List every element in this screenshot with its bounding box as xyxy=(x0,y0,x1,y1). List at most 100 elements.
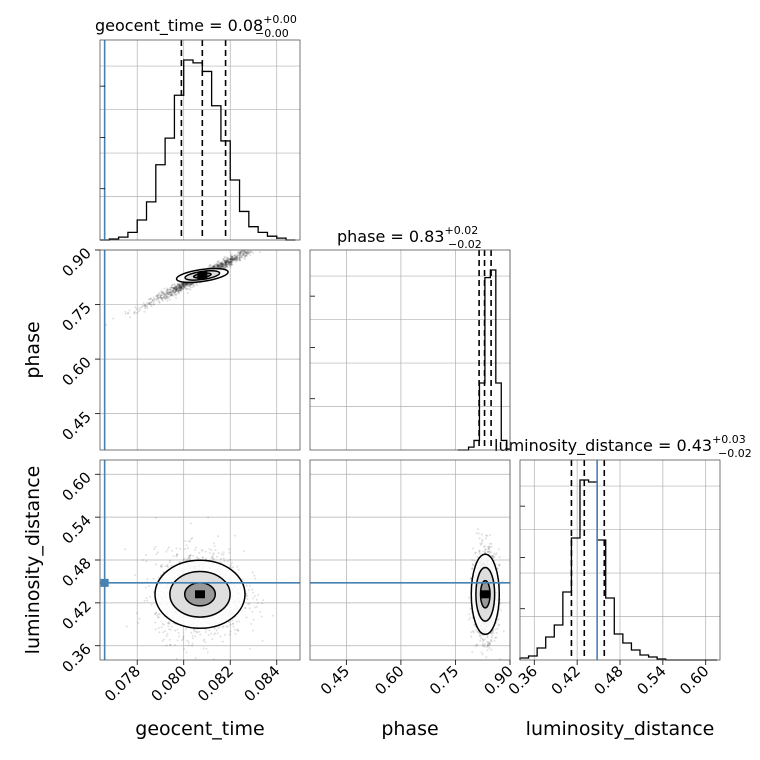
sample-point xyxy=(208,548,211,550)
sample-point xyxy=(231,255,234,258)
sample-point xyxy=(235,253,238,256)
sample-point xyxy=(155,299,158,302)
sample-point xyxy=(239,255,242,258)
hist-panel-phase-grid xyxy=(310,250,511,450)
sample-point xyxy=(219,261,222,264)
sample-point xyxy=(237,250,240,253)
sample-point xyxy=(187,285,190,287)
sample-point xyxy=(243,256,246,259)
sample-point xyxy=(181,288,183,291)
sample-point xyxy=(495,636,498,639)
sample-point xyxy=(236,254,239,257)
sample-point xyxy=(158,293,161,296)
ytick-label-phase-2: 0.75 xyxy=(58,299,94,335)
sample-point xyxy=(248,589,251,591)
sample-point xyxy=(212,265,215,268)
sample-point xyxy=(167,546,170,549)
sample-point xyxy=(150,303,153,306)
title-phase-prefix: phase = xyxy=(337,227,409,246)
sample-point xyxy=(479,634,482,637)
sample-point xyxy=(170,289,173,292)
sample-point xyxy=(164,293,167,295)
sample-point xyxy=(226,260,229,262)
sample-point xyxy=(223,560,226,563)
sample-point xyxy=(189,283,191,286)
sample-point xyxy=(228,261,231,264)
sample-point xyxy=(229,254,232,257)
sample-point xyxy=(245,616,248,619)
sample-point xyxy=(251,588,254,591)
sample-point xyxy=(188,283,191,286)
sample-point xyxy=(138,617,141,620)
sample-point xyxy=(178,635,180,638)
sample-point xyxy=(144,306,147,309)
title-geocent_time-median: 0.08 xyxy=(228,16,264,35)
sample-point xyxy=(242,253,245,256)
sample-point xyxy=(245,254,248,257)
sample-point xyxy=(245,251,248,254)
sample-point xyxy=(173,293,176,295)
sample-point xyxy=(175,289,177,292)
sample-point xyxy=(175,288,178,291)
sample-point xyxy=(223,261,226,264)
title-geocent_time-minus: −0.00 xyxy=(255,27,289,40)
sample-point xyxy=(165,635,168,638)
sample-point xyxy=(229,257,232,260)
sample-point xyxy=(230,260,233,263)
sample-point xyxy=(232,258,235,261)
sample-point xyxy=(125,625,128,628)
sample-point xyxy=(184,282,187,285)
sample-point xyxy=(180,285,183,288)
sample-point xyxy=(488,641,490,644)
sample-point xyxy=(245,254,248,257)
sample-point xyxy=(175,296,177,299)
sample-point xyxy=(154,628,157,631)
sample-point xyxy=(183,283,186,286)
sample-point xyxy=(146,599,149,602)
sample-point xyxy=(143,303,146,306)
sample-point xyxy=(492,556,495,559)
sample-point xyxy=(155,563,157,566)
sample-point xyxy=(244,251,246,254)
sample-point xyxy=(217,627,220,630)
sample-point xyxy=(178,286,181,289)
sample-point xyxy=(180,287,183,290)
sample-point xyxy=(177,289,180,292)
sample-point xyxy=(490,542,493,545)
sample-point xyxy=(235,259,238,262)
sample-point xyxy=(189,286,192,289)
sample-point xyxy=(144,586,147,589)
title-phase-median: 0.83 xyxy=(409,227,445,246)
sample-point xyxy=(154,545,157,548)
sample-point xyxy=(249,584,252,587)
sample-point xyxy=(233,258,236,261)
sample-point xyxy=(186,639,189,642)
xtick-label-luminosity_distance-3: 0.54 xyxy=(633,662,669,698)
sample-point xyxy=(168,628,171,631)
sample-point xyxy=(144,307,147,310)
sample-point xyxy=(176,287,178,290)
sample-point xyxy=(157,613,160,616)
sample-point xyxy=(215,555,218,558)
sample-point xyxy=(230,257,233,259)
sample-point xyxy=(233,254,236,257)
hist-panel-geocent_time-grid xyxy=(100,40,300,240)
sample-point xyxy=(149,303,152,306)
sample-point xyxy=(233,254,235,257)
sample-point xyxy=(484,537,487,540)
sample-point xyxy=(178,283,181,286)
sample-point xyxy=(490,638,493,641)
sample-point xyxy=(198,551,201,554)
sample-point xyxy=(182,285,185,287)
sample-point xyxy=(173,290,176,293)
sample-point xyxy=(215,262,218,265)
sample-point xyxy=(164,630,166,633)
sample-point xyxy=(180,286,183,289)
sample-point xyxy=(191,637,194,640)
sample-point xyxy=(229,258,231,261)
sample-point xyxy=(183,557,186,560)
sample-point xyxy=(162,638,165,641)
sample-point xyxy=(225,261,228,263)
sample-point xyxy=(246,253,248,256)
xtick-label-phase-2: 0.75 xyxy=(426,662,462,698)
